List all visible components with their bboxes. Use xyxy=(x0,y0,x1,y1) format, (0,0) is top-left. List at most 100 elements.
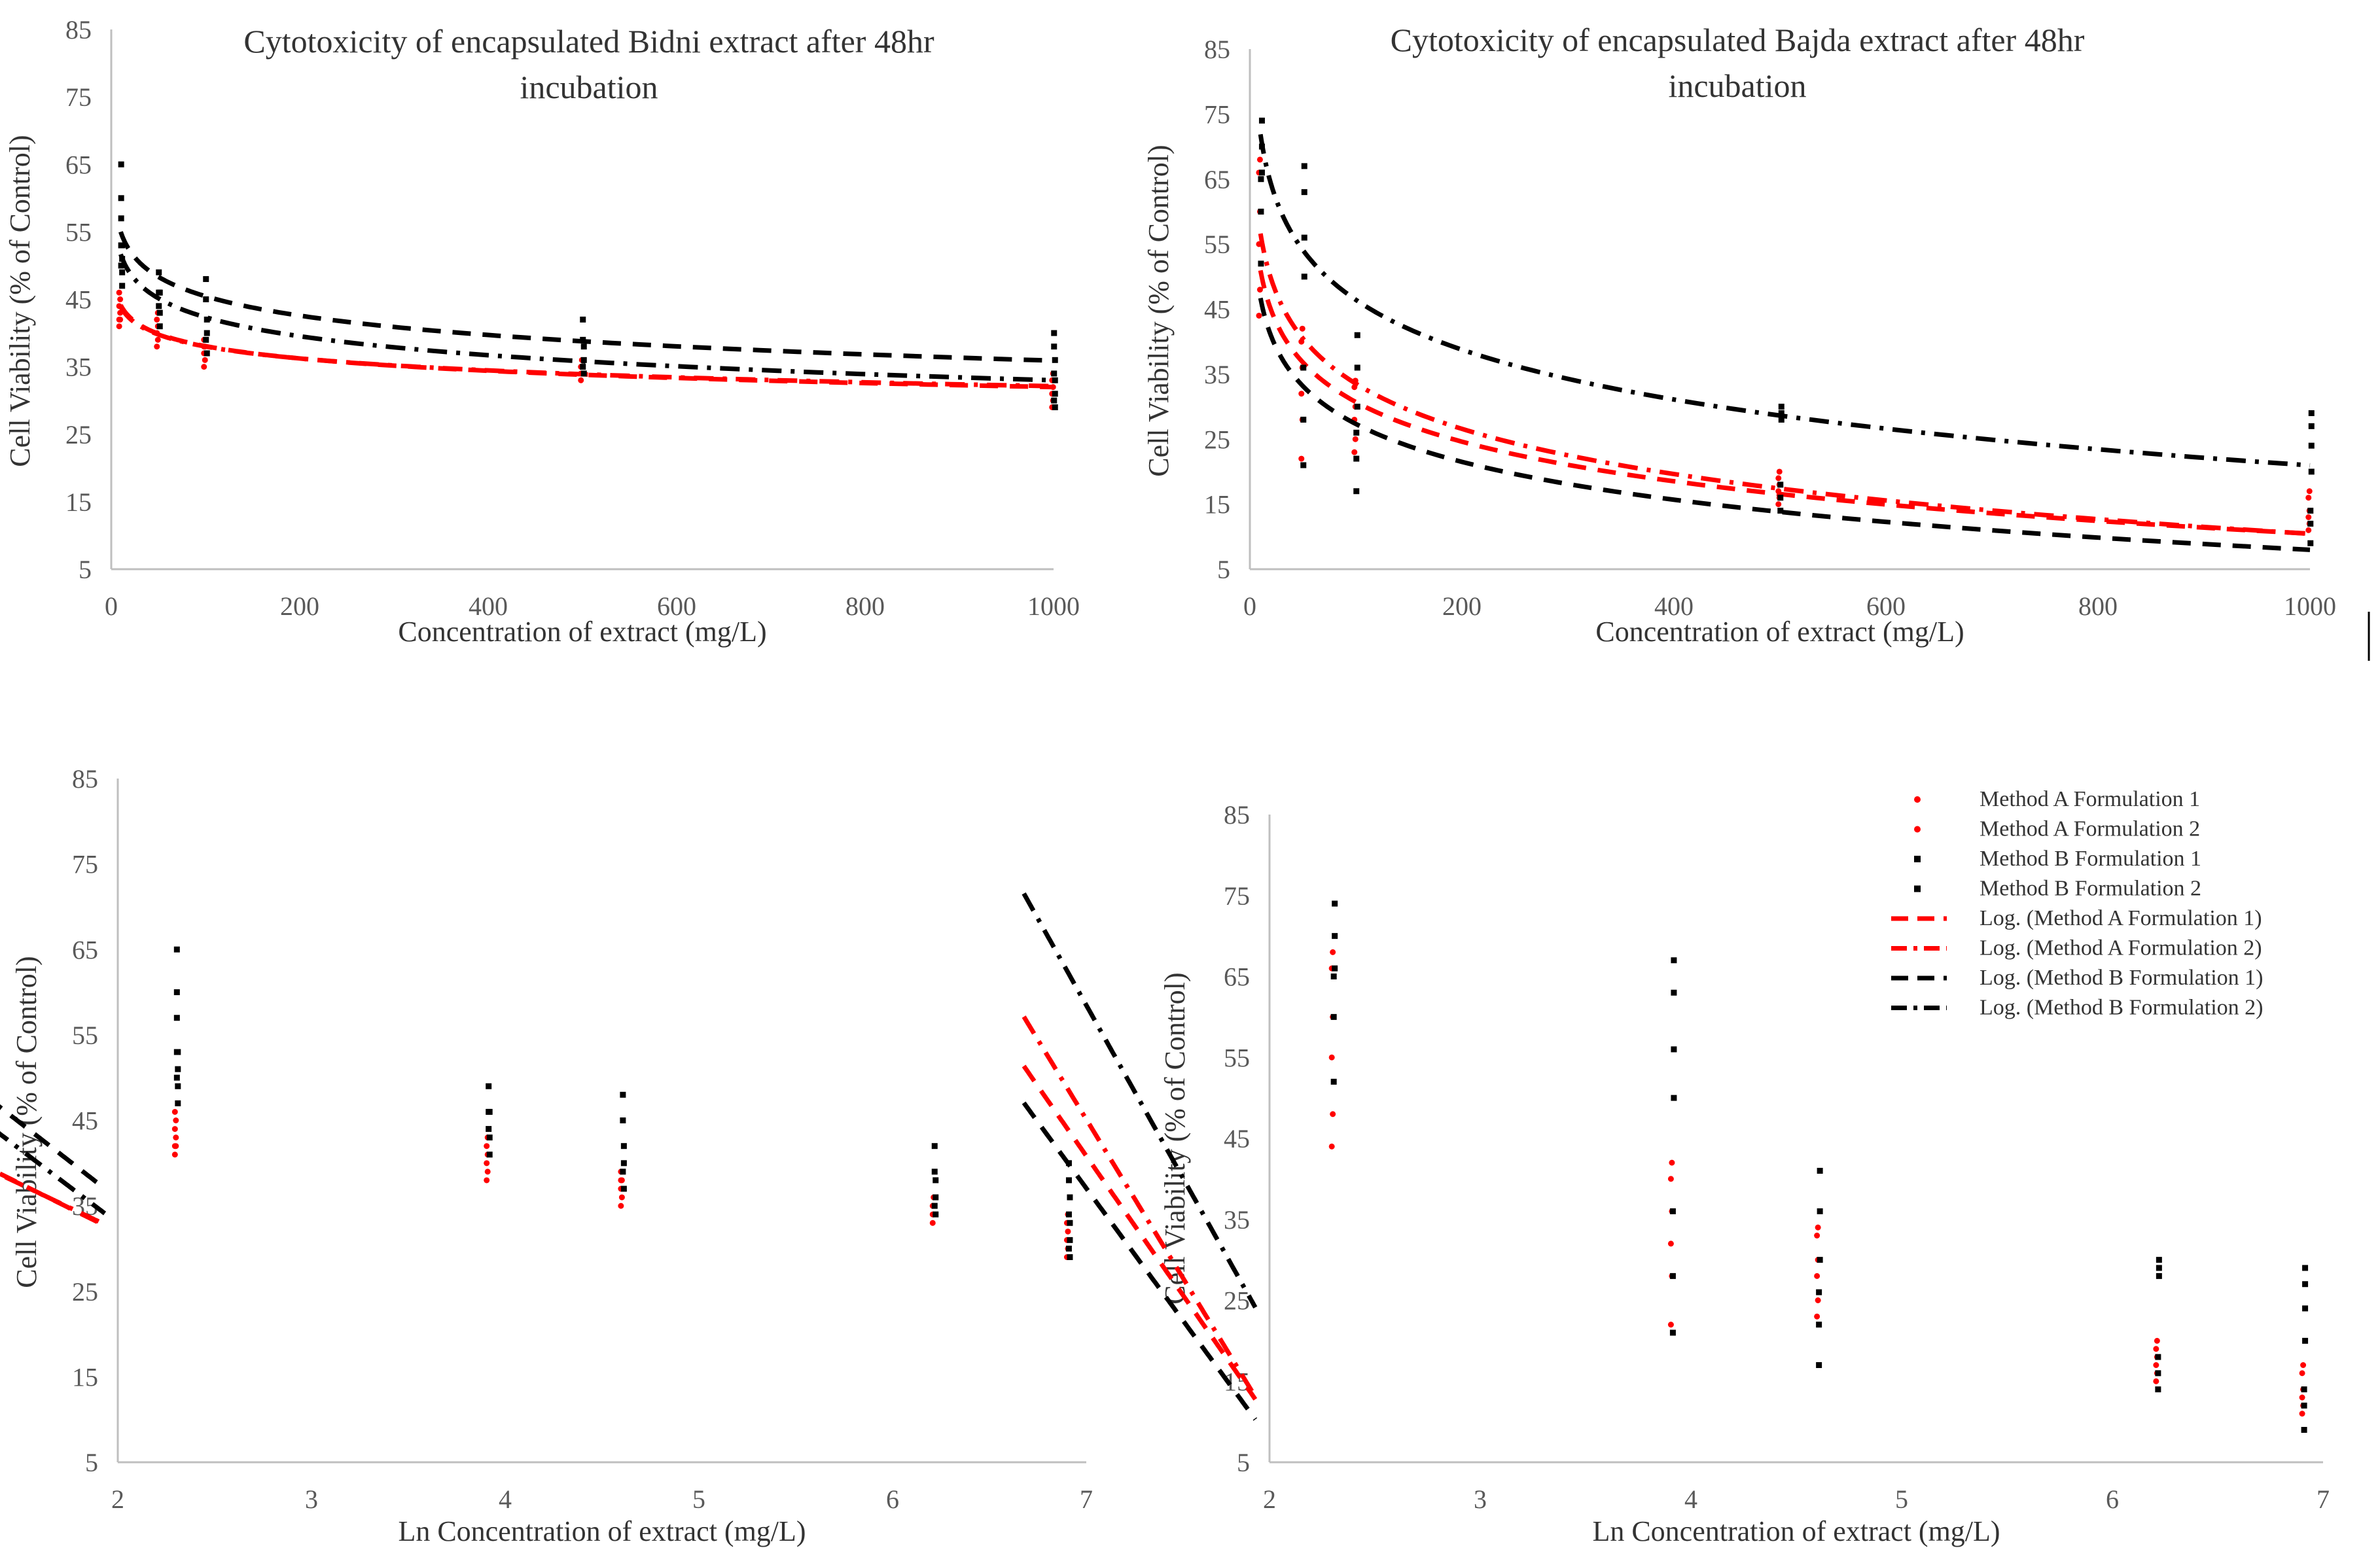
y-tick-label: 75 xyxy=(65,82,92,112)
data-point xyxy=(1667,1240,1674,1247)
data-point xyxy=(1065,1211,1072,1218)
y-tick-label: 5 xyxy=(1217,555,1230,584)
data-point xyxy=(2305,527,2312,533)
data-point xyxy=(578,377,584,383)
data-point xyxy=(1775,475,1782,482)
data-point xyxy=(204,316,210,323)
x-tick-label: 800 xyxy=(845,591,885,621)
x-tick-label: 400 xyxy=(469,591,508,621)
data-point xyxy=(932,1177,939,1184)
data-point xyxy=(156,269,162,275)
data-point xyxy=(173,1074,180,1081)
data-point xyxy=(931,1143,938,1150)
series-method-b-formulation-2 xyxy=(118,242,1058,410)
x-axis-title: Concentration of extract (mg/L) xyxy=(398,616,766,648)
data-point xyxy=(1669,1159,1675,1166)
legend-marker xyxy=(1914,826,1921,833)
x-tick-label: 5 xyxy=(1895,1484,1908,1514)
y-tick-label: 55 xyxy=(65,217,92,247)
series-method-a-formulation-1 xyxy=(0,1108,1070,1260)
data-point xyxy=(1067,1194,1073,1201)
y-tick-label: 65 xyxy=(72,935,98,964)
data-point xyxy=(1817,1257,1823,1263)
data-point xyxy=(156,303,162,309)
legend-label: Log. (Method B Formulation 2) xyxy=(1980,996,2263,1020)
trend-line xyxy=(0,1104,107,1191)
data-point xyxy=(2301,1402,2307,1409)
y-tick-label: 55 xyxy=(1224,1043,1250,1072)
legend-item: Method A Formulation 1 xyxy=(1914,787,2200,811)
data-point xyxy=(1301,234,1307,241)
data-point xyxy=(620,1160,627,1167)
data-point xyxy=(580,364,586,370)
legend-item: Method A Formulation 2 xyxy=(1914,817,2200,841)
trend-line xyxy=(1021,1101,1258,1421)
data-point xyxy=(1816,1289,1822,1295)
data-point xyxy=(486,1083,492,1089)
y-tick-label: 85 xyxy=(65,15,92,44)
data-point xyxy=(1814,1233,1821,1238)
data-point xyxy=(1814,1313,1821,1320)
data-point xyxy=(2155,1370,2161,1377)
x-tick-label: 0 xyxy=(105,591,118,621)
data-point xyxy=(484,1143,490,1150)
data-point xyxy=(1330,974,1337,979)
data-point xyxy=(116,289,122,296)
legend-label: Method B Formulation 2 xyxy=(1980,877,2201,901)
y-tick-label: 15 xyxy=(72,1362,98,1392)
y-tick-label: 45 xyxy=(65,285,92,315)
data-point xyxy=(171,1151,178,1158)
data-point xyxy=(620,1091,626,1098)
data-point xyxy=(932,1211,939,1218)
data-point xyxy=(116,323,122,330)
data-point xyxy=(1052,404,1058,410)
y-tick-label: 25 xyxy=(72,1277,98,1307)
data-point xyxy=(486,1151,493,1158)
chart-panel-bidni-linear: 5 15 25 35 45 55 65 75 85 0 200 400 600 800 1000 Concen… xyxy=(4,15,1080,648)
data-point xyxy=(2155,1354,2161,1360)
x-tick-label: 600 xyxy=(1866,591,1906,621)
legend-label: Log. (Method A Formulation 2) xyxy=(1980,936,2262,960)
data-point xyxy=(1353,488,1360,495)
data-point xyxy=(1256,312,1262,319)
data-point xyxy=(2306,488,2313,495)
y-axis-title: Cell Viability (% of Control) xyxy=(1143,145,1175,476)
data-point xyxy=(1330,1013,1337,1020)
series-method-a-formulation-2 xyxy=(1256,156,2313,536)
x-tick-label: 800 xyxy=(2078,591,2118,621)
data-point xyxy=(1258,260,1264,267)
series-method-b-formulation-1 xyxy=(0,946,1072,1252)
y-tick-label: 25 xyxy=(65,420,92,449)
series-method-a-formulation-1 xyxy=(1256,169,2312,536)
series-method-a-formulation-1 xyxy=(1021,965,2305,1417)
trend-line xyxy=(118,253,1054,383)
data-point xyxy=(1301,163,1307,169)
series-method-b-formulation-1 xyxy=(118,161,1057,404)
data-point xyxy=(2301,1427,2307,1433)
chart-title-line: Cytotoxicity of encapsulated Bidni extra… xyxy=(243,23,934,60)
data-point xyxy=(1258,176,1264,183)
x-tick-label: 6 xyxy=(886,1484,899,1514)
data-point xyxy=(484,1168,491,1175)
data-point xyxy=(1332,933,1338,940)
data-point xyxy=(2153,1362,2159,1368)
x-tick-label: 2 xyxy=(1263,1484,1276,1514)
data-point xyxy=(2308,442,2315,449)
legend-label: Log. (Method A Formulation 1) xyxy=(1980,906,2262,930)
y-tick-label: 85 xyxy=(1204,35,1230,64)
y-tick-label: 75 xyxy=(72,850,98,879)
data-point xyxy=(154,343,160,350)
data-point xyxy=(117,316,124,323)
data-point xyxy=(618,1203,624,1209)
y-tick-label: 25 xyxy=(1204,425,1230,454)
series-method-a-formulation-2 xyxy=(117,296,1056,404)
data-point xyxy=(1817,1208,1823,1214)
data-point xyxy=(929,1220,936,1226)
data-point xyxy=(202,357,208,363)
data-point xyxy=(156,289,163,296)
data-point xyxy=(1671,1046,1677,1053)
data-point xyxy=(1353,455,1360,462)
data-point xyxy=(484,1160,490,1167)
data-point xyxy=(1354,364,1360,371)
data-point xyxy=(1816,1362,1822,1368)
